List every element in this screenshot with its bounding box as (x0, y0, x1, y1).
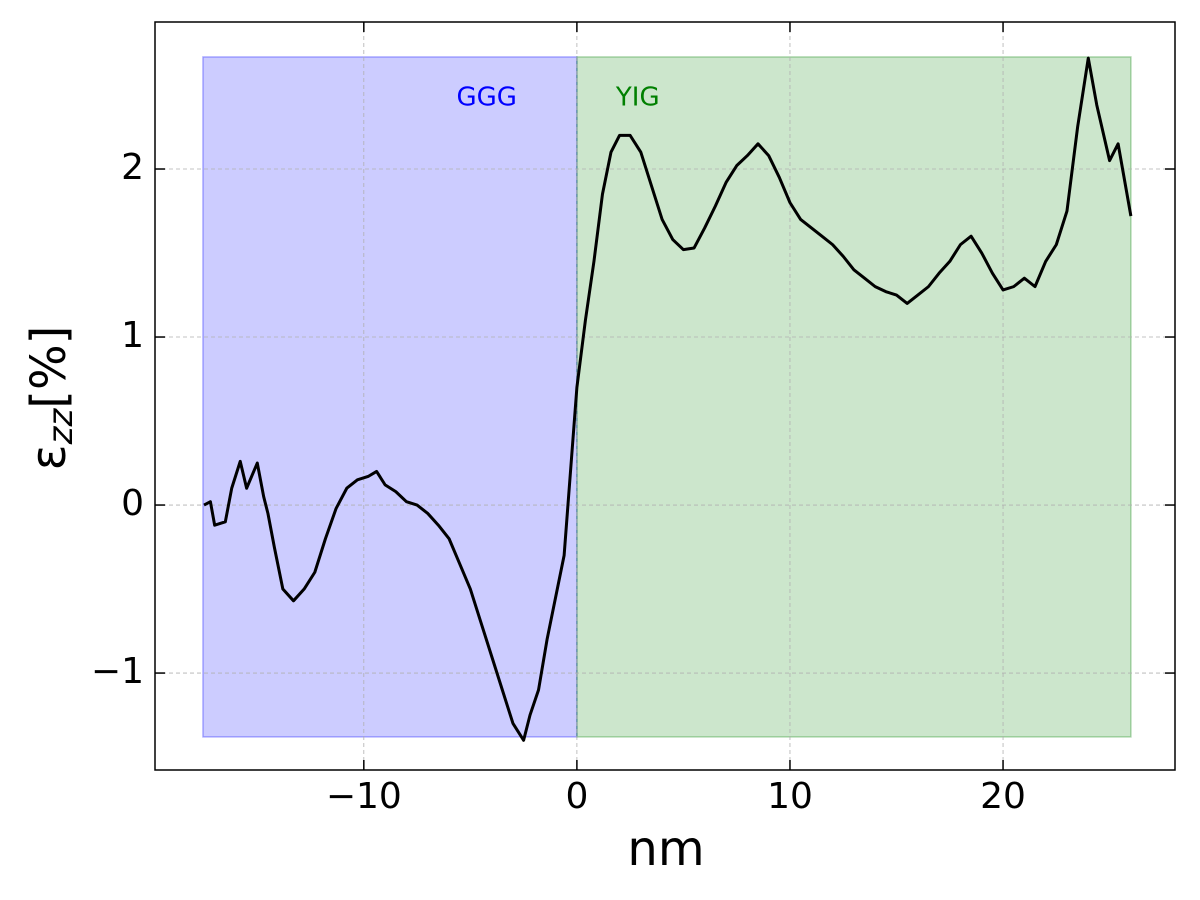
x-tick-label: −10 (326, 776, 402, 817)
y-tick-label: 2 (121, 147, 144, 188)
y-tick-label: 0 (121, 483, 144, 524)
x-axis-label: nm (627, 821, 704, 877)
y-tick-label: 1 (121, 315, 144, 356)
y-label-subscript: zz (41, 408, 81, 446)
x-tick-label: 20 (980, 776, 1026, 817)
region (202, 56, 578, 738)
y-axis-label: εzz[%] (21, 326, 81, 471)
data-line (203, 56, 1133, 742)
axes-frame (154, 21, 1176, 771)
y-label-symbol: ε (21, 444, 77, 470)
region-label: YIG (615, 83, 660, 113)
region (576, 56, 1132, 738)
x-tick-label: 0 (565, 776, 588, 817)
region-label: GGG (456, 83, 516, 113)
x-tick-label: 10 (767, 776, 813, 817)
y-label-unit: [%] (21, 326, 77, 409)
y-tick-label: −1 (91, 651, 144, 692)
